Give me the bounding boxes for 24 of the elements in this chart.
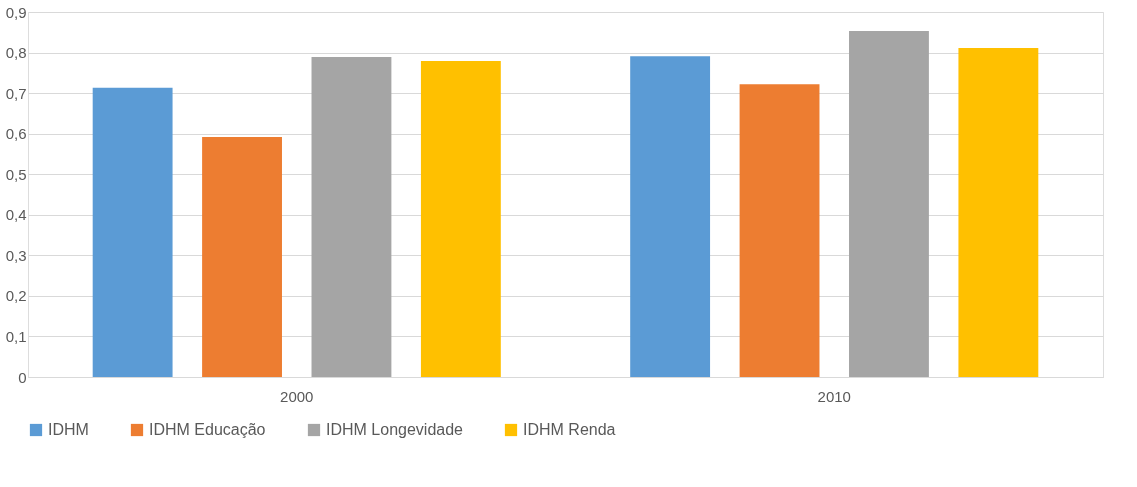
bar [739,84,820,377]
bar [420,61,501,377]
bar [630,56,711,377]
bar [92,87,173,377]
legend-label: IDHM Longevidade [326,421,464,438]
legend-label: IDHM Educação [149,421,266,438]
bar [202,136,282,377]
y-tick-label: 0,9 [5,3,27,21]
y-tick-label: 0 [18,368,27,386]
y-tick-label: 0,6 [5,125,27,143]
y-tick-label: 0,8 [5,44,27,62]
legend-label: IDHM [48,421,89,438]
bar [958,48,1039,377]
x-tick-label: 2010 [817,387,851,405]
y-tick-label: 0,4 [5,206,27,224]
y-tick-label: 0,7 [5,84,27,102]
bar [849,31,929,377]
x-tick-label: 2000 [280,387,314,405]
y-tick-label: 0,5 [5,165,27,183]
y-tick-label: 0,3 [5,246,27,264]
y-tick-label: 0,2 [5,287,27,305]
y-tick-label: 0,1 [5,327,27,345]
bar [311,57,392,377]
legend-label: IDHM Renda [523,421,616,438]
